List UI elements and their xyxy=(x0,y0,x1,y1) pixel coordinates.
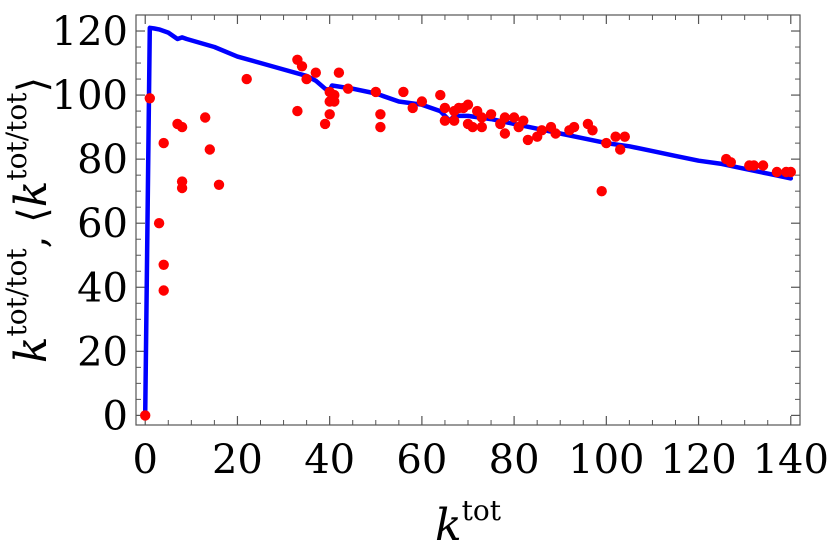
data-point xyxy=(292,105,303,117)
data-point xyxy=(499,128,511,139)
axis-ticks xyxy=(136,15,800,425)
data-point xyxy=(462,99,474,110)
x-tick-label: 40 xyxy=(304,437,355,483)
y-axis-label-open: ⟨ xyxy=(10,207,56,223)
data-point xyxy=(485,109,497,120)
data-point xyxy=(342,83,354,94)
x-tick-labels: 0 20 40 60 80 100 120 140 xyxy=(132,437,828,483)
data-point xyxy=(596,186,607,197)
data-point xyxy=(439,115,451,126)
y-axis-label-mean-base: k xyxy=(6,181,57,208)
data-point xyxy=(200,112,211,123)
data-point xyxy=(319,118,331,130)
y-tick-label: 20 xyxy=(77,329,128,375)
data-point xyxy=(204,144,215,155)
data-points xyxy=(140,54,796,421)
data-point xyxy=(615,144,626,155)
data-point xyxy=(725,157,736,168)
mean-line xyxy=(142,25,794,418)
data-point xyxy=(439,102,451,114)
x-axis-label: ktot xyxy=(435,494,502,551)
data-point xyxy=(158,137,169,149)
data-point xyxy=(310,67,321,78)
x-tick-label: 20 xyxy=(212,437,263,483)
data-point xyxy=(476,112,487,123)
x-tick-label: 120 xyxy=(660,437,736,483)
y-tick-label: 120 xyxy=(52,9,128,55)
data-point xyxy=(301,73,312,85)
y-axis-label: ktot/tot, ⟨ktot/tot⟩ xyxy=(0,77,57,363)
data-point xyxy=(449,115,460,126)
data-point xyxy=(140,410,151,421)
y-axis-label-close: ⟩ xyxy=(10,77,56,93)
x-tick-label: 140 xyxy=(753,437,829,483)
data-point xyxy=(407,102,418,114)
y-tick-label: 100 xyxy=(52,73,128,119)
data-point xyxy=(518,115,529,126)
data-point xyxy=(375,121,386,133)
data-point xyxy=(748,160,760,171)
data-point xyxy=(499,112,511,123)
plot-frame xyxy=(135,14,801,426)
data-point xyxy=(241,73,252,85)
data-point xyxy=(176,121,188,133)
data-point xyxy=(610,131,621,142)
data-point xyxy=(416,96,428,107)
data-point xyxy=(176,182,188,194)
y-tick-label: 0 xyxy=(103,393,128,439)
data-point xyxy=(601,137,612,149)
data-point xyxy=(144,93,155,104)
data-point xyxy=(296,61,308,72)
x-tick-label: 0 xyxy=(132,437,157,483)
y-tick-labels: 0 20 40 60 80 100 120 xyxy=(52,9,128,439)
data-point xyxy=(757,160,769,171)
data-point xyxy=(550,128,561,139)
data-point xyxy=(522,134,534,146)
x-tick-label: 80 xyxy=(489,437,540,483)
y-axis-label-base: k xyxy=(6,336,57,363)
data-point xyxy=(398,86,409,98)
x-tick-label: 100 xyxy=(568,437,644,483)
data-point xyxy=(329,96,340,107)
data-point xyxy=(568,121,580,133)
y-tick-label: 40 xyxy=(77,265,128,311)
data-point xyxy=(619,131,630,142)
y-tick-label: 60 xyxy=(77,201,128,247)
data-point xyxy=(153,218,165,229)
data-point xyxy=(771,166,783,178)
y-tick-label: 80 xyxy=(77,137,128,183)
data-point xyxy=(333,67,345,78)
data-point xyxy=(435,89,446,101)
data-point xyxy=(324,109,335,120)
data-point xyxy=(213,179,225,190)
data-point xyxy=(476,121,487,133)
data-point xyxy=(158,259,169,270)
data-point xyxy=(508,112,520,123)
data-point xyxy=(536,125,547,136)
x-axis-label-base: k xyxy=(435,500,462,551)
y-axis-label-sep: , xyxy=(10,223,56,248)
x-tick-label: 60 xyxy=(396,437,447,483)
x-axis-label-sup: tot xyxy=(462,494,502,527)
data-point xyxy=(467,121,478,133)
data-point xyxy=(587,125,598,136)
data-point xyxy=(785,166,796,178)
data-point xyxy=(158,285,169,296)
y-axis-label-mean-sup: tot/tot xyxy=(0,92,33,181)
data-point xyxy=(370,86,381,98)
y-axis-label-sup: tot/tot xyxy=(0,248,33,337)
data-point xyxy=(375,109,386,120)
